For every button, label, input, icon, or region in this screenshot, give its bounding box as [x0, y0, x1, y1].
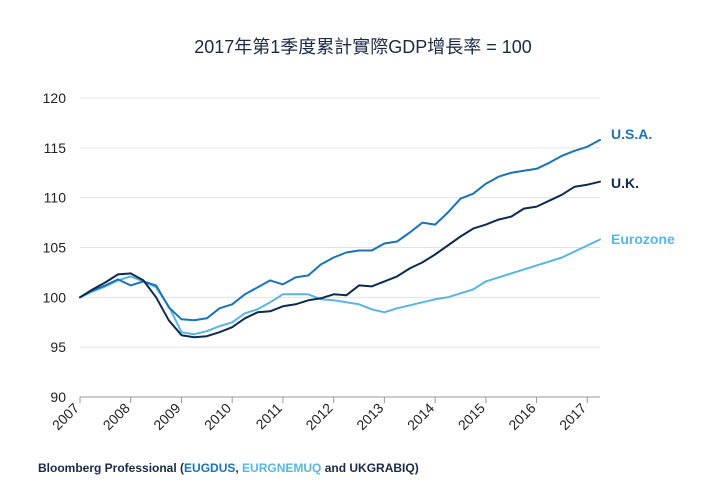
y-tick-label: 110 — [44, 190, 67, 206]
x-tick-label: 2010 — [201, 400, 234, 433]
y-tick-label: 115 — [44, 140, 67, 156]
x-tick-label: 2012 — [302, 400, 335, 433]
series-lines — [79, 138, 601, 339]
series-label-uk: U.K. — [611, 175, 639, 191]
chart-title: 2017年第1季度累計實際GDP增長率 = 100 — [194, 37, 532, 57]
x-tick-label: 2013 — [353, 400, 386, 433]
x-tick-label: 2008 — [100, 400, 133, 433]
x-axis: 2007 2008 2009 2010 2011 2012 2013 2014 2015 2016… — [49, 397, 590, 433]
series-labels: U.S.A. U.K. Eurozone — [611, 126, 675, 247]
y-tick-label: 100 — [43, 289, 67, 305]
source-separator: , — [235, 461, 243, 475]
source-prefix: Bloomberg Professional ( — [38, 461, 185, 475]
y-tick-label: 95 — [50, 339, 66, 355]
y-axis: 90 95 100 105 110 115 120 — [43, 90, 67, 405]
x-tick-label: 2014 — [404, 400, 437, 433]
series-line-uk — [79, 180, 601, 339]
y-tick-label: 90 — [50, 389, 66, 405]
source-note: Bloomberg Professional (EUGDUS, EURGNEMU… — [38, 461, 419, 475]
x-tick-label: 2017 — [556, 400, 589, 433]
y-tick-label: 120 — [43, 90, 67, 106]
series-line-usa — [79, 138, 601, 322]
source-code-eugdus: EUGDUS — [184, 461, 236, 475]
x-tick-label: 2009 — [150, 400, 183, 433]
x-tick-label: 2015 — [455, 400, 488, 433]
grid-lines — [80, 97, 600, 398]
source-code-eurgnemuq: EURGNEMUQ — [242, 461, 322, 475]
y-tick-label: 105 — [43, 240, 67, 256]
x-tick-label: 2016 — [505, 400, 538, 433]
series-label-eurozone: Eurozone — [611, 231, 675, 247]
source-rest: and UKGRABIQ) — [321, 461, 419, 475]
series-label-usa: U.S.A. — [611, 126, 652, 142]
x-tick-label: 2011 — [252, 400, 285, 433]
